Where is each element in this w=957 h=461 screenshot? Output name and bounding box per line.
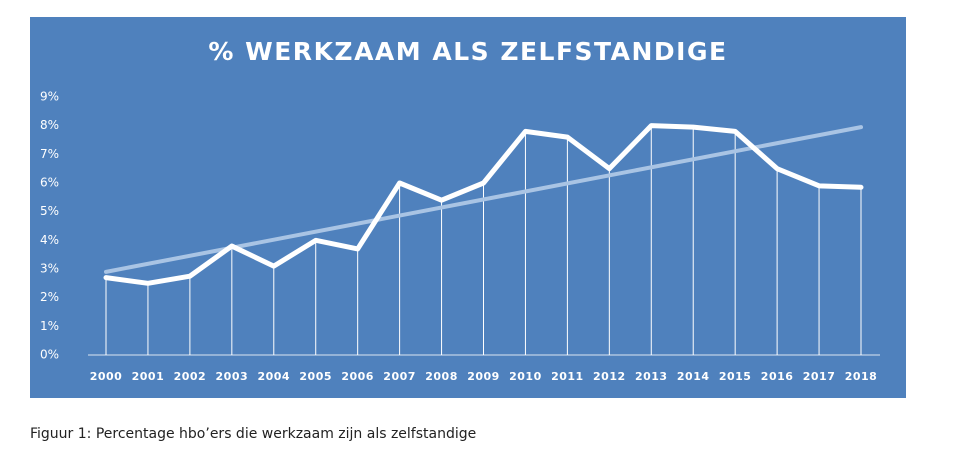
- x-tick-label: 2000: [90, 370, 123, 383]
- chart-title: % WERKZAAM ALS ZELFSTANDIGE: [208, 37, 727, 66]
- chart-background: [30, 17, 906, 398]
- x-tick-label: 2004: [257, 370, 290, 383]
- x-tick-label: 2003: [216, 370, 249, 383]
- x-tick-label: 2015: [719, 370, 752, 383]
- x-tick-label: 2016: [761, 370, 794, 383]
- x-tick-label: 2012: [593, 370, 626, 383]
- y-tick-label: 4%: [40, 233, 59, 247]
- y-tick-label: 6%: [40, 176, 59, 190]
- x-tick-label: 2001: [132, 370, 165, 383]
- x-tick-label: 2002: [174, 370, 207, 383]
- x-tick-label: 2014: [677, 370, 710, 383]
- x-tick-label: 2018: [845, 370, 878, 383]
- x-tick-label: 2011: [551, 370, 584, 383]
- x-tick-label: 2005: [299, 370, 332, 383]
- x-tick-label: 2017: [803, 370, 836, 383]
- x-tick-label: 2006: [341, 370, 374, 383]
- x-tick-label: 2007: [383, 370, 416, 383]
- y-tick-label: 7%: [40, 147, 59, 161]
- chart: % WERKZAAM ALS ZELFSTANDIGE 0% 1% 2% 3% 4% 5%…: [30, 17, 906, 398]
- y-tick-label: 5%: [40, 204, 59, 218]
- x-tick-label: 2010: [509, 370, 542, 383]
- data-line: [103, 123, 864, 286]
- y-tick-label: 0%: [40, 348, 59, 362]
- caption: Figuur 1: Percentage hbo’ers die werkzaa…: [30, 426, 477, 442]
- x-tick-label: 2013: [635, 370, 668, 383]
- y-tick-label: 2%: [40, 290, 59, 304]
- y-tick-label: 9%: [40, 90, 59, 104]
- y-tick-label: 1%: [40, 319, 59, 333]
- y-tick-label: 3%: [40, 262, 59, 276]
- x-tick-label: 2008: [425, 370, 458, 383]
- x-tick-label: 2009: [467, 370, 500, 383]
- y-tick-label: 8%: [40, 118, 59, 132]
